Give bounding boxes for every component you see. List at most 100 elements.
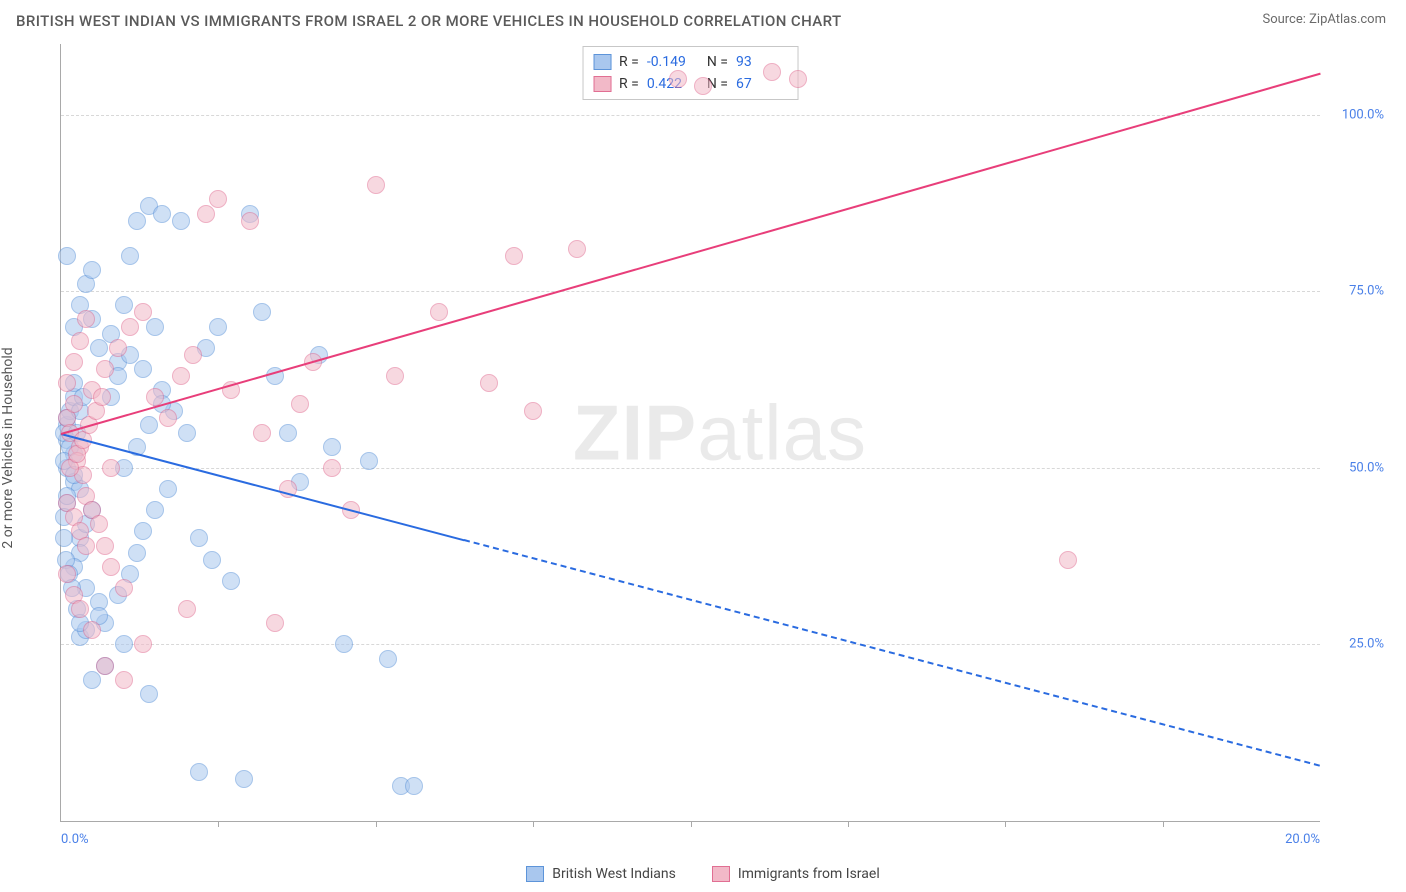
scatter-point: [96, 537, 114, 555]
gridline: [61, 468, 1320, 469]
scatter-point: [335, 635, 353, 653]
scatter-point: [505, 247, 523, 265]
scatter-point: [694, 77, 712, 95]
scatter-point: [178, 424, 196, 442]
x-tick: [691, 821, 692, 827]
gridline: [61, 291, 1320, 292]
scatter-point: [93, 388, 111, 406]
legend-swatch: [526, 866, 544, 882]
scatter-point: [102, 558, 120, 576]
n-label: N =: [707, 51, 728, 73]
chart-container: 2 or more Vehicles in Household ZIPatlas…: [16, 44, 1390, 852]
scatter-point: [360, 452, 378, 470]
source-label: Source: ZipAtlas.com: [1262, 12, 1386, 27]
scatter-point: [96, 657, 114, 675]
trend-line: [464, 539, 1321, 767]
scatter-point: [58, 374, 76, 392]
header: BRITISH WEST INDIAN VS IMMIGRANTS FROM I…: [0, 0, 1406, 38]
r-value: -0.149: [647, 51, 699, 73]
y-tick-label: 100.0%: [1326, 107, 1384, 122]
scatter-point: [115, 671, 133, 689]
r-label: R =: [619, 73, 639, 95]
x-tick: [848, 821, 849, 827]
scatter-point: [96, 360, 114, 378]
scatter-point: [109, 339, 127, 357]
scatter-point: [83, 621, 101, 639]
scatter-point: [90, 515, 108, 533]
x-tick: [376, 821, 377, 827]
scatter-point: [71, 600, 89, 618]
scatter-point: [405, 777, 423, 795]
scatter-point: [253, 303, 271, 321]
scatter-point: [146, 318, 164, 336]
bottom-legend: British West Indians Immigrants from Isra…: [0, 866, 1406, 882]
scatter-point: [128, 212, 146, 230]
scatter-point: [77, 537, 95, 555]
scatter-point: [134, 635, 152, 653]
scatter-point: [190, 763, 208, 781]
scatter-point: [71, 332, 89, 350]
scatter-point: [184, 346, 202, 364]
legend-item: British West Indians: [526, 866, 676, 882]
scatter-point: [159, 409, 177, 427]
scatter-point: [65, 353, 83, 371]
scatter-point: [90, 339, 108, 357]
scatter-point: [323, 459, 341, 477]
scatter-point: [83, 261, 101, 279]
scatter-point: [128, 544, 146, 562]
scatter-point: [669, 70, 687, 88]
stats-row: R =-0.149N =93: [593, 51, 788, 73]
x-tick-label: 0.0%: [61, 832, 89, 847]
scatter-point: [367, 176, 385, 194]
scatter-point: [83, 671, 101, 689]
stats-row: R =0.422N =67: [593, 73, 788, 95]
scatter-point: [253, 424, 271, 442]
scatter-point: [159, 480, 177, 498]
gridline: [61, 115, 1320, 116]
scatter-point: [1059, 551, 1077, 569]
scatter-point: [121, 247, 139, 265]
legend-swatch: [593, 76, 611, 92]
y-tick-label: 50.0%: [1326, 460, 1384, 475]
y-tick-label: 75.0%: [1326, 284, 1384, 299]
scatter-point: [178, 600, 196, 618]
scatter-point: [115, 579, 133, 597]
x-tick-label: 20.0%: [1285, 832, 1320, 847]
x-tick: [1163, 821, 1164, 827]
scatter-point: [386, 367, 404, 385]
scatter-point: [140, 416, 158, 434]
scatter-point: [235, 770, 253, 788]
gridline: [61, 644, 1320, 645]
scatter-point: [77, 310, 95, 328]
chart-title: BRITISH WEST INDIAN VS IMMIGRANTS FROM I…: [16, 12, 842, 30]
legend-swatch: [712, 866, 730, 882]
y-tick-label: 25.0%: [1326, 637, 1384, 652]
scatter-point: [146, 501, 164, 519]
scatter-point: [102, 459, 120, 477]
legend-swatch: [593, 54, 611, 70]
legend-label: Immigrants from Israel: [738, 866, 880, 882]
scatter-point: [789, 70, 807, 88]
scatter-point: [763, 63, 781, 81]
scatter-point: [190, 529, 208, 547]
scatter-point: [568, 240, 586, 258]
scatter-point: [134, 303, 152, 321]
legend-item: Immigrants from Israel: [712, 866, 880, 882]
scatter-point: [323, 438, 341, 456]
scatter-point: [115, 635, 133, 653]
y-axis-label: 2 or more Vehicles in Household: [0, 347, 16, 548]
plot-area: ZIPatlas R =-0.149N =93R =0.422N =67 25.…: [60, 44, 1320, 822]
scatter-point: [58, 247, 76, 265]
scatter-point: [172, 212, 190, 230]
scatter-point: [480, 374, 498, 392]
scatter-point: [524, 402, 542, 420]
scatter-point: [65, 395, 83, 413]
x-tick: [218, 821, 219, 827]
scatter-point: [153, 205, 171, 223]
trend-line: [61, 72, 1321, 434]
scatter-point: [134, 360, 152, 378]
scatter-point: [379, 650, 397, 668]
scatter-point: [209, 318, 227, 336]
x-tick: [533, 821, 534, 827]
legend-label: British West Indians: [552, 866, 676, 882]
